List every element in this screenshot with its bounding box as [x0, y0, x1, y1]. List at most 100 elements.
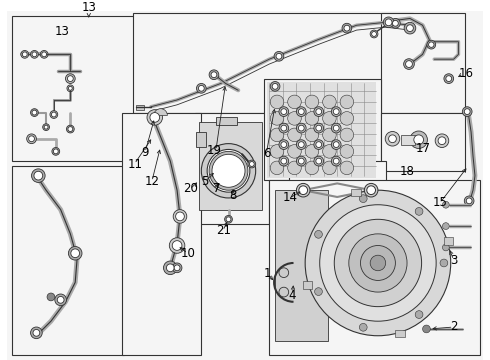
Text: 13: 13 [54, 25, 70, 38]
Circle shape [30, 327, 42, 339]
Circle shape [32, 52, 37, 57]
Circle shape [331, 107, 341, 116]
Bar [12, 166, 123, 355]
Text: 18: 18 [399, 165, 414, 178]
Text: 3: 3 [450, 254, 458, 267]
Circle shape [226, 217, 231, 222]
Bar [216, 117, 237, 125]
Text: 4: 4 [289, 289, 296, 302]
Circle shape [33, 329, 40, 336]
Circle shape [466, 198, 472, 204]
Circle shape [365, 183, 378, 197]
Circle shape [173, 210, 187, 223]
Circle shape [422, 325, 430, 333]
Circle shape [55, 294, 67, 306]
Circle shape [248, 160, 256, 168]
Text: 19: 19 [207, 144, 221, 157]
Circle shape [404, 22, 416, 34]
Circle shape [172, 240, 182, 250]
Circle shape [322, 95, 336, 109]
Circle shape [322, 112, 336, 125]
Circle shape [404, 59, 415, 69]
Circle shape [389, 135, 396, 143]
Circle shape [322, 161, 336, 175]
Text: 9: 9 [142, 146, 149, 159]
Circle shape [279, 156, 289, 166]
Circle shape [47, 293, 55, 301]
Circle shape [383, 17, 394, 28]
Text: 20: 20 [183, 182, 198, 195]
Circle shape [414, 135, 423, 145]
Text: 13: 13 [81, 1, 96, 14]
Text: 2: 2 [450, 320, 458, 333]
Circle shape [167, 264, 174, 272]
Bar [303, 281, 312, 289]
Circle shape [288, 95, 301, 109]
Circle shape [296, 107, 306, 116]
Circle shape [359, 323, 367, 331]
Text: 11: 11 [127, 158, 142, 171]
Circle shape [68, 127, 73, 131]
Circle shape [270, 161, 284, 175]
Circle shape [69, 247, 82, 260]
Circle shape [53, 149, 58, 154]
Text: 6: 6 [263, 147, 270, 161]
Circle shape [52, 148, 60, 155]
Bar [265, 78, 381, 180]
Circle shape [50, 111, 58, 118]
Circle shape [298, 158, 304, 164]
Circle shape [209, 70, 219, 80]
Circle shape [315, 230, 322, 238]
Circle shape [465, 109, 470, 114]
Bar [381, 113, 466, 171]
Circle shape [172, 263, 182, 273]
Circle shape [207, 149, 250, 192]
Bar [136, 105, 144, 110]
Circle shape [391, 18, 400, 28]
Circle shape [67, 125, 74, 133]
Bar [12, 15, 174, 161]
Circle shape [296, 140, 306, 149]
Circle shape [270, 81, 280, 91]
Bar [275, 190, 328, 341]
Circle shape [42, 52, 47, 57]
Circle shape [316, 125, 321, 131]
Circle shape [463, 107, 472, 116]
Circle shape [316, 109, 321, 114]
Circle shape [340, 145, 354, 158]
Circle shape [288, 161, 301, 175]
Circle shape [198, 85, 204, 91]
Circle shape [370, 30, 378, 38]
Circle shape [298, 109, 304, 114]
Circle shape [340, 95, 354, 109]
Bar [199, 122, 263, 210]
Circle shape [314, 107, 323, 116]
Circle shape [435, 134, 449, 148]
Circle shape [71, 249, 79, 258]
Circle shape [196, 84, 206, 93]
Circle shape [446, 76, 452, 81]
Circle shape [314, 140, 323, 149]
Circle shape [209, 152, 248, 190]
Circle shape [331, 156, 341, 166]
Circle shape [296, 156, 306, 166]
Circle shape [415, 311, 423, 319]
Circle shape [429, 42, 434, 48]
Circle shape [316, 158, 321, 164]
Wedge shape [154, 109, 168, 116]
Circle shape [370, 255, 386, 271]
Circle shape [288, 128, 301, 142]
Circle shape [57, 296, 64, 303]
Circle shape [361, 246, 395, 280]
Bar [195, 113, 270, 224]
Circle shape [67, 85, 74, 92]
Circle shape [270, 95, 284, 109]
Circle shape [333, 125, 339, 131]
Circle shape [279, 268, 289, 278]
Bar [443, 237, 453, 245]
Circle shape [334, 219, 421, 307]
Circle shape [30, 50, 38, 58]
Circle shape [314, 156, 323, 166]
Circle shape [224, 215, 232, 223]
Circle shape [305, 128, 318, 142]
